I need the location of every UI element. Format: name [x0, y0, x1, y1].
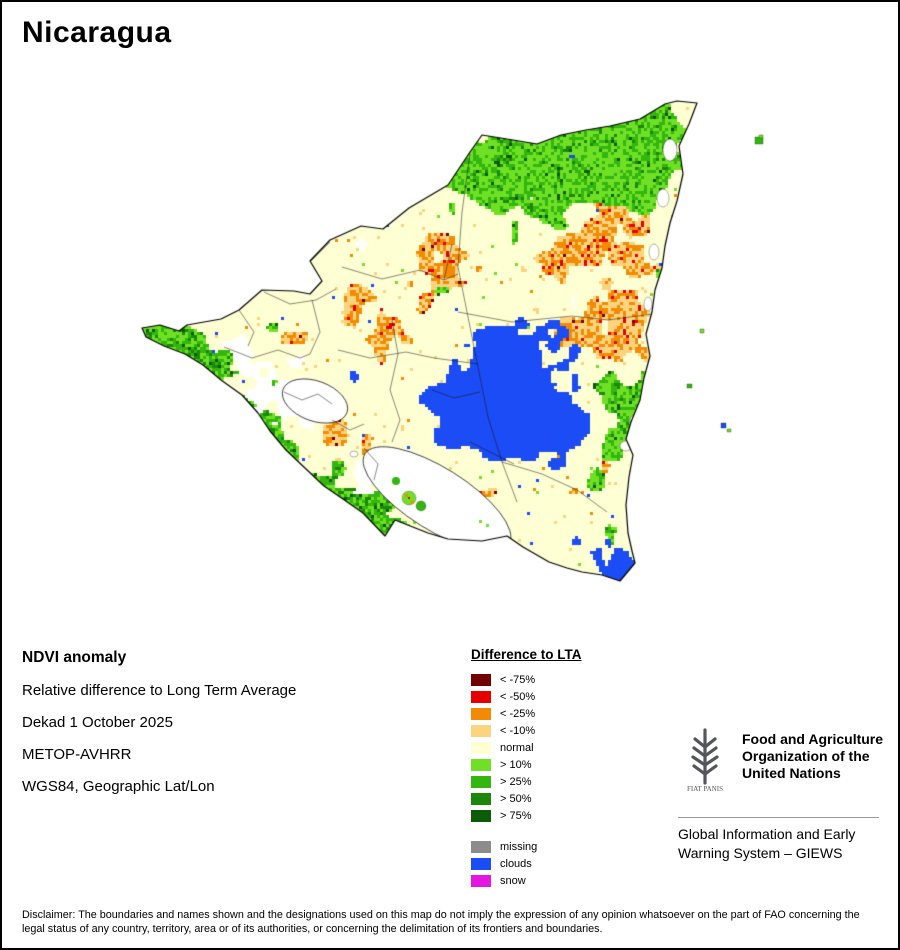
legend-item-label: < -25% [500, 707, 536, 720]
map-info-block: NDVI anomaly Relative difference to Long… [22, 649, 296, 810]
legend-items: < -75% < -50% < -25% < -10% normal > 10% > 25%… [471, 671, 582, 824]
legend-swatch [471, 840, 491, 853]
fao-name-line: Food and Agriculture [742, 731, 884, 747]
legend-swatch [471, 792, 491, 805]
legend-swatch [471, 707, 491, 720]
footer-divider [678, 817, 879, 818]
fao-name-line: Organization of the [742, 748, 870, 764]
legend-swatch [471, 874, 491, 887]
legend-item: > 10% [471, 756, 582, 773]
ndvi-anomaly-heading: NDVI anomaly [22, 649, 127, 666]
legend-item: > 25% [471, 773, 582, 790]
legend-item: missing [471, 838, 582, 855]
legend-item-label: > 50% [500, 792, 532, 805]
legend-item: < -50% [471, 688, 582, 705]
legend-item-label: > 10% [500, 758, 532, 771]
legend-title: Difference to LTA [471, 647, 582, 662]
legend-item: clouds [471, 855, 582, 872]
legend-item-label: < -75% [500, 673, 536, 686]
legend-item-label: clouds [500, 857, 532, 870]
legend-item-label: > 75% [500, 809, 532, 822]
legend-swatch [471, 690, 491, 703]
legend: Difference to LTA < -75% < -50% < -25% < -1… [471, 647, 582, 889]
giews-label: Global Information and Early Warning Sys… [678, 825, 855, 863]
map-subtitle-line: Relative difference to Long Term Average [22, 682, 297, 699]
fao-organization-name: Food and Agriculture Organization of the… [742, 731, 883, 782]
fao-motto-text: FIAT PANIS [687, 785, 723, 793]
giews-line: Warning System – GIEWS [678, 845, 843, 861]
legend-item-label: missing [500, 840, 538, 853]
legend-item-label: < -50% [500, 690, 536, 703]
legend-extra-items: missing clouds snow [471, 838, 582, 889]
legend-swatch [471, 775, 491, 788]
legend-item: > 50% [471, 790, 582, 807]
fao-name-line: United Nations [742, 765, 841, 781]
legend-swatch [471, 809, 491, 822]
legend-swatch [471, 724, 491, 737]
legend-item: normal [471, 739, 582, 756]
legend-item-label: > 25% [500, 775, 532, 788]
map-dekad-line: Dekad 1 October 2025 [22, 714, 173, 731]
map-sensor-line: METOP-AVHRR [22, 746, 132, 763]
legend-item: snow [471, 872, 582, 889]
legend-item: < -75% [471, 671, 582, 688]
map-projection-line: WGS84, Geographic Lat/Lon [22, 778, 215, 795]
legend-swatch [471, 741, 491, 754]
legend-item: < -10% [471, 722, 582, 739]
giews-line: Global Information and Early [678, 826, 856, 842]
legend-swatch [471, 673, 491, 686]
legend-item-label: < -10% [500, 724, 536, 737]
disclaimer-text: Disclaimer: The boundaries and names sho… [22, 909, 860, 935]
legend-item: > 75% [471, 807, 582, 824]
legend-item-label: snow [500, 874, 526, 887]
legend-item-label: normal [500, 741, 534, 754]
legend-swatch [471, 857, 491, 870]
legend-swatch [471, 758, 491, 771]
page-title: Nicaragua [22, 16, 172, 49]
legend-item: < -25% [471, 705, 582, 722]
fao-logo: FIAT PANIS [687, 728, 723, 793]
